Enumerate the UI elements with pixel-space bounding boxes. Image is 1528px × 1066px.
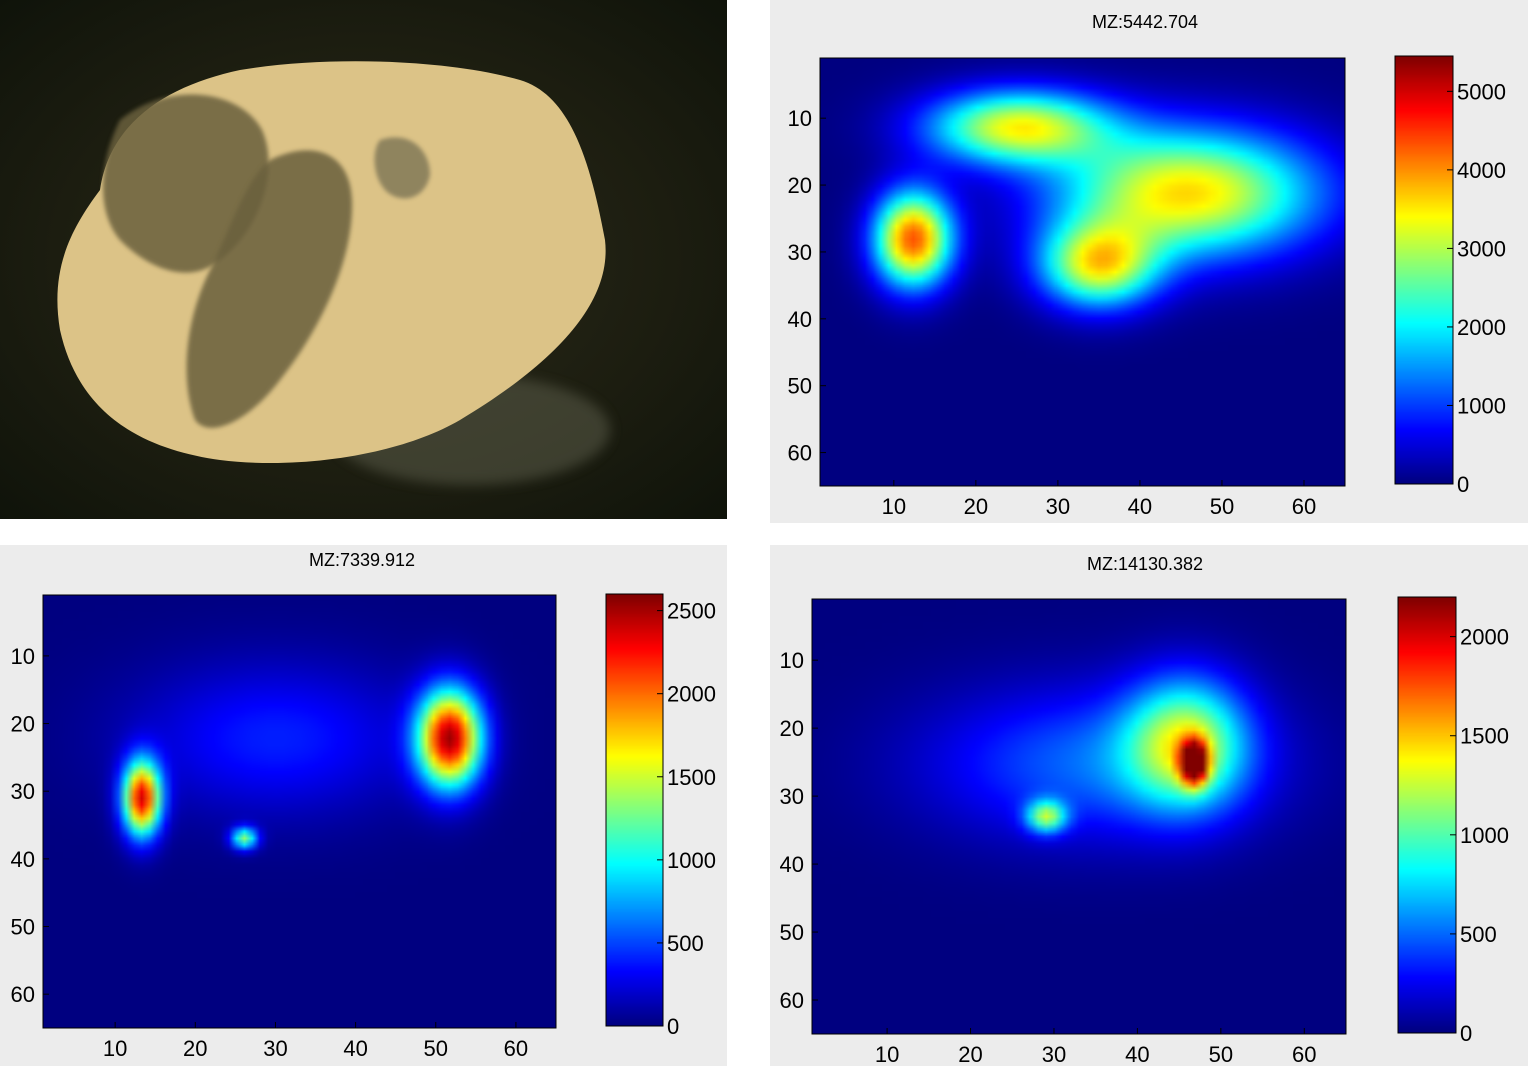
colorbar-frame [1394,55,1454,485]
y-tick-label: 10 [788,106,812,131]
colorbar-ticks: 0 1000 2000 3000 4000 5000 [1447,79,1506,497]
chart-title: MZ:14130.382 [1087,554,1203,574]
tissue-photo-drawing [57,61,610,485]
plot-frame [819,57,1346,487]
heatmap-panel: MZ:7339.912 10 20 30 40 50 60 10 20 30 40 50 60 0 5… [0,545,727,1066]
y-tick-label: 20 [11,712,35,737]
x-tick-label: 50 [424,1036,448,1061]
colorbar-tick-label: 2000 [1457,315,1506,340]
colorbar-tick-label: 2000 [667,682,716,707]
x-axis: 10 20 30 40 50 60 [103,1022,528,1061]
y-tick-label: 20 [780,716,804,741]
x-tick-label: 40 [343,1036,367,1061]
colorbar-frame [605,593,664,1027]
colorbar-tick-label: 3000 [1457,236,1506,261]
colorbar-tick-label: 1000 [667,848,716,873]
colorbar-tick-label: 0 [1457,472,1469,497]
tissue-dark-region [186,150,353,428]
y-tick-label: 10 [780,648,804,673]
x-tick-label: 40 [1128,494,1152,519]
x-tick-label: 60 [1292,494,1316,519]
tissue-photo [0,0,727,519]
x-tick-label: 30 [1042,1042,1066,1066]
colorbar-tick-label: 500 [667,931,704,956]
y-tick-label: 40 [11,847,35,872]
x-tick-label: 60 [504,1036,528,1061]
heatmap-image [820,58,1345,486]
plot-frame [811,598,1347,1035]
colorbar [1398,597,1456,1033]
y-tick-label: 40 [780,852,804,877]
heatmap-image [43,595,556,1028]
x-tick-label: 10 [103,1036,127,1061]
x-tick-label: 10 [875,1042,899,1066]
y-tick-label: 10 [11,644,35,669]
plot-frame [42,594,557,1029]
x-tick-label: 60 [1292,1042,1316,1066]
colorbar-ticks: 0 500 1000 1500 2000 [1450,625,1509,1046]
colorbar-tick-label: 500 [1460,922,1497,947]
y-axis: 10 20 30 40 50 60 [788,106,826,466]
x-tick-label: 30 [263,1036,287,1061]
y-tick-label: 20 [788,173,812,198]
colorbar-tick-label: 0 [1460,1021,1472,1046]
y-tick-label: 50 [11,915,35,940]
chart-title: MZ:7339.912 [309,550,415,570]
tissue-dark-region [103,94,269,273]
heatmap-panel: MZ:5442.704 10 20 30 40 50 60 10 20 30 40 50 60 0 1… [770,0,1528,523]
y-tick-label: 30 [780,784,804,809]
colorbar-tick-label: 5000 [1457,79,1506,104]
tissue-dark-region [374,137,430,199]
colorbar-tick-label: 2500 [667,599,716,624]
y-tick-label: 30 [11,779,35,804]
colorbar-tick-label: 1000 [1460,823,1509,848]
heatmap-image [812,599,1346,1034]
y-tick-label: 60 [11,982,35,1007]
x-tick-label: 20 [958,1042,982,1066]
y-tick-label: 50 [780,920,804,945]
y-axis: 10 20 30 40 50 60 [11,644,49,1007]
heatmap-svg: MZ:14130.382 10 20 30 40 50 60 10 20 30 40 50 60 0… [780,554,1509,1066]
x-axis: 10 20 30 40 50 60 [875,1028,1317,1066]
y-tick-label: 40 [788,307,812,332]
x-tick-label: 10 [882,494,906,519]
x-tick-label: 40 [1125,1042,1149,1066]
colorbar [606,594,663,1026]
x-tick-label: 20 [183,1036,207,1061]
x-tick-label: 50 [1209,1042,1233,1066]
heatmap-panel: MZ:14130.382 10 20 30 40 50 60 10 20 30 40 50 60 0… [770,545,1528,1066]
x-axis: 10 20 30 40 50 60 [882,480,1316,519]
colorbar-tick-label: 1500 [667,765,716,790]
colorbar-tick-label: 1500 [1460,724,1509,749]
colorbar-tick-label: 0 [667,1014,679,1039]
x-tick-label: 30 [1046,494,1070,519]
colorbar-tick-label: 2000 [1460,625,1509,650]
colorbar-frame [1397,596,1457,1034]
y-tick-label: 60 [788,441,812,466]
colorbar-ticks: 0 500 1000 1500 2000 2500 [657,599,716,1039]
y-tick-label: 30 [788,240,812,265]
y-tick-label: 60 [780,988,804,1013]
colorbar [1395,56,1453,484]
heatmap-svg: MZ:5442.704 10 20 30 40 50 60 10 20 30 40 50 60 0 1… [788,12,1506,519]
x-tick-label: 20 [964,494,988,519]
x-tick-label: 50 [1210,494,1234,519]
y-tick-label: 50 [788,374,812,399]
colorbar-tick-label: 4000 [1457,158,1506,183]
colorbar-tick-label: 1000 [1457,393,1506,418]
y-axis: 10 20 30 40 50 60 [780,648,818,1013]
heatmap-svg: MZ:7339.912 10 20 30 40 50 60 10 20 30 40 50 60 0 5… [11,550,716,1061]
chart-title: MZ:5442.704 [1092,12,1198,32]
